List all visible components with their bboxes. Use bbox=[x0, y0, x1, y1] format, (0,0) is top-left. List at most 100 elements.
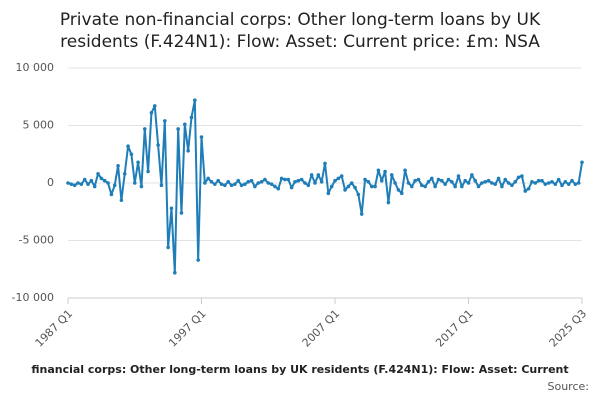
data-point bbox=[363, 177, 367, 182]
data-point bbox=[92, 184, 97, 189]
data-point bbox=[473, 178, 477, 183]
data-point bbox=[520, 174, 524, 178]
data-point bbox=[229, 183, 234, 188]
data-point bbox=[346, 184, 351, 189]
data-point bbox=[149, 111, 154, 115]
data-point bbox=[500, 184, 504, 189]
data-point bbox=[570, 178, 574, 183]
data-point bbox=[196, 258, 200, 262]
data-point bbox=[453, 184, 457, 189]
data-point bbox=[66, 181, 70, 185]
data-point bbox=[283, 177, 287, 182]
data-point bbox=[493, 182, 498, 186]
data-point bbox=[239, 183, 244, 188]
data-point bbox=[303, 181, 307, 185]
data-point bbox=[286, 177, 291, 182]
data-point bbox=[373, 184, 377, 189]
source: Source: bbox=[548, 380, 590, 393]
data-point bbox=[316, 173, 321, 177]
data-point bbox=[399, 191, 404, 196]
data-point bbox=[506, 181, 511, 185]
data-point bbox=[510, 183, 514, 188]
data-point bbox=[536, 178, 541, 183]
data-point bbox=[223, 183, 227, 188]
data-point bbox=[476, 184, 481, 189]
data-point bbox=[213, 182, 217, 186]
data-point bbox=[426, 180, 431, 184]
data-point bbox=[423, 184, 427, 189]
data-point bbox=[189, 115, 194, 120]
data-point bbox=[416, 177, 421, 182]
data-point bbox=[513, 180, 518, 184]
data-point bbox=[329, 184, 334, 189]
data-point bbox=[466, 181, 471, 185]
data-point bbox=[69, 182, 74, 186]
data-point bbox=[433, 184, 437, 189]
data-point bbox=[266, 181, 271, 185]
data-point bbox=[369, 184, 374, 189]
data-point bbox=[79, 182, 84, 186]
data-point bbox=[430, 176, 434, 181]
data-point bbox=[186, 149, 190, 153]
x-tick-label: 2025 Q3 bbox=[547, 307, 590, 350]
data-point bbox=[553, 182, 558, 186]
data-point bbox=[523, 189, 528, 193]
data-point bbox=[446, 177, 451, 182]
data-point bbox=[263, 177, 267, 182]
data-point bbox=[162, 119, 167, 123]
data-point bbox=[456, 174, 461, 178]
data-point bbox=[470, 173, 474, 177]
data-point bbox=[216, 178, 220, 183]
data-point bbox=[259, 180, 264, 184]
data-point bbox=[366, 180, 371, 184]
data-point bbox=[480, 181, 484, 185]
data-point bbox=[176, 127, 180, 131]
data-point bbox=[129, 152, 134, 157]
data-point bbox=[516, 175, 521, 180]
data-point bbox=[336, 176, 341, 181]
data-point bbox=[179, 211, 184, 215]
data-point bbox=[413, 178, 417, 183]
data-point bbox=[136, 160, 140, 165]
data-point bbox=[483, 180, 488, 184]
data-point bbox=[560, 183, 564, 188]
data-point bbox=[386, 200, 391, 205]
data-point bbox=[289, 185, 294, 190]
data-point bbox=[419, 183, 424, 188]
data-point bbox=[576, 181, 581, 185]
data-point bbox=[580, 160, 584, 165]
data-point bbox=[122, 172, 127, 176]
data-point bbox=[463, 178, 467, 183]
data-point bbox=[319, 180, 324, 184]
data-point bbox=[526, 186, 531, 191]
x-tick-label: 1987 Q1 bbox=[33, 307, 76, 350]
data-point bbox=[102, 178, 107, 183]
y-tick-label: -10 000 bbox=[12, 291, 54, 304]
caption: financial corps: Other long-term loans b… bbox=[31, 363, 568, 376]
data-point bbox=[353, 185, 357, 190]
data-point bbox=[389, 173, 394, 177]
data-point bbox=[343, 188, 347, 192]
chart-title: residents (F.424N1): Flow: Asset: Curren… bbox=[60, 32, 540, 52]
data-point bbox=[309, 173, 314, 177]
data-point bbox=[383, 169, 387, 174]
data-point bbox=[530, 180, 534, 184]
data-point bbox=[193, 98, 197, 102]
data-point bbox=[183, 122, 187, 127]
data-point bbox=[99, 176, 104, 181]
data-point bbox=[326, 191, 331, 196]
data-point bbox=[82, 177, 87, 182]
data-point bbox=[440, 178, 444, 183]
data-point bbox=[566, 182, 571, 186]
data-point bbox=[299, 177, 304, 182]
data-point bbox=[339, 174, 344, 178]
data-point bbox=[486, 178, 491, 183]
data-point bbox=[323, 161, 327, 166]
data-point bbox=[460, 184, 464, 189]
data-point bbox=[443, 182, 447, 186]
x-tick-label: 2007 Q1 bbox=[300, 307, 343, 350]
data-point bbox=[490, 181, 494, 185]
data-point bbox=[246, 180, 251, 184]
data-point bbox=[496, 176, 501, 181]
